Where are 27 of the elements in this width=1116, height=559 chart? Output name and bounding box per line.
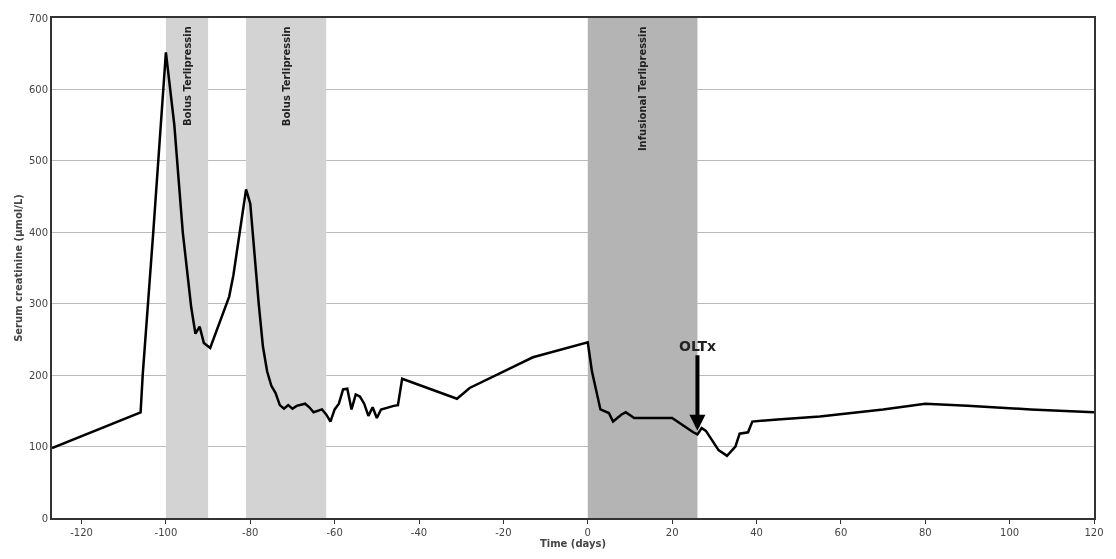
band-label: Bolus Terlipressin	[281, 26, 293, 127]
x-tick-label: 100	[1000, 527, 1020, 538]
x-tick-label: -20	[495, 527, 512, 538]
x-tick-label: 20	[665, 527, 679, 538]
y-tick-label: 500	[28, 155, 48, 167]
x-tick-label: 80	[918, 527, 932, 538]
y-tick-label: 600	[28, 83, 48, 95]
y-tick-label: 0	[41, 512, 48, 524]
x-tick-label: 120	[1084, 527, 1104, 538]
x-tick-label: -60	[326, 527, 343, 538]
x-tick-label: -40	[410, 527, 428, 538]
annotation: OLTx	[679, 338, 717, 354]
x-tick-label: 40	[750, 527, 763, 538]
y-tick-label: 400	[28, 226, 48, 238]
band-label: Bolus Terlipressin	[182, 26, 193, 126]
x-tick-label: 0	[584, 527, 591, 538]
y-tick-label: 700	[28, 12, 48, 24]
x-tick-label: -120	[70, 527, 93, 538]
x-tick-label: -100	[154, 527, 178, 538]
y-tick-label: 300	[28, 298, 48, 310]
x-tick-label: -80	[242, 527, 259, 538]
y-axis-title: Serum creatinine (µmol/L)	[13, 194, 25, 342]
band-label: Infusional Terlipressin	[637, 26, 649, 152]
y-tick-label: 200	[28, 369, 48, 381]
x-axis-title: Time (days)	[539, 538, 607, 549]
x-tick-label: 60	[834, 527, 848, 538]
y-tick-label: 100	[28, 441, 48, 453]
